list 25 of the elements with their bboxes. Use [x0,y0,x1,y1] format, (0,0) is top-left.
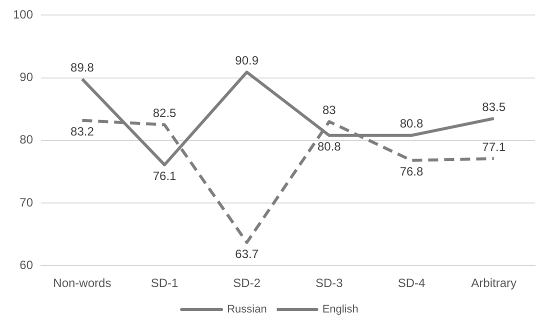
x-tick-label: Arbitrary [471,276,517,290]
x-tick-label: SD-3 [316,276,344,290]
data-label: 83.5 [482,100,506,114]
y-tick-label: 80 [20,132,34,147]
data-label: 76.1 [152,169,177,184]
data-label: 90.9 [235,53,259,68]
x-tick-label: SD-4 [398,276,426,290]
x-tick-label: Non-words [53,276,112,290]
data-label: 63.7 [235,246,259,261]
x-tick-label: SD-1 [150,276,179,290]
data-label: 89.8 [70,60,94,74]
data-label: 80.8 [400,116,424,131]
data-label: 83 [322,102,336,117]
y-tick-label: 100 [12,8,34,22]
data-label: 77.1 [482,140,506,154]
y-tick-label: 90 [20,70,34,84]
data-label: 83.2 [70,124,94,139]
legend-label: English [322,304,358,316]
y-tick-label: 70 [20,195,34,210]
x-tick-label: SD-2 [233,276,261,290]
data-label: 80.8 [317,140,342,154]
data-label: 82.5 [152,106,177,120]
data-label: 76.8 [400,164,424,179]
legend-label: Russian [227,304,267,316]
y-tick-label: 60 [20,258,34,272]
